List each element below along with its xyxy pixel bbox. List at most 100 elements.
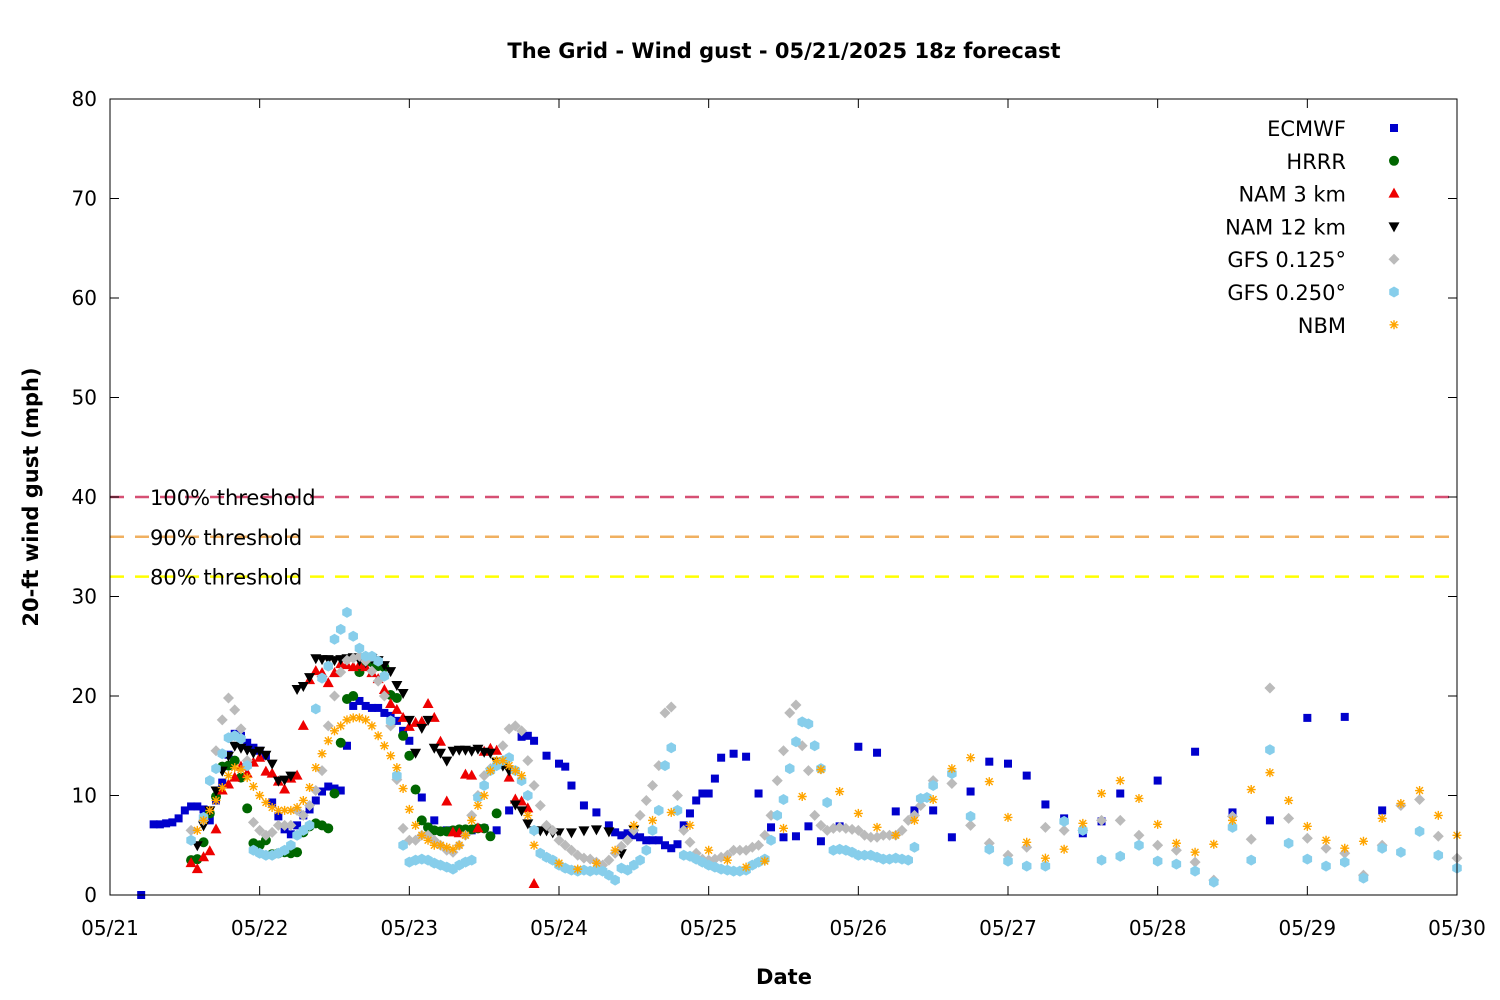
data-point-nbm xyxy=(510,766,520,776)
data-point-ecmwf xyxy=(742,752,751,761)
data-point-ecmwf xyxy=(342,741,351,750)
data-point-ecmwf xyxy=(367,703,376,712)
data-point-ecmwf xyxy=(804,822,813,831)
data-point-nam-12-km xyxy=(422,715,434,726)
data-point-ecmwf xyxy=(349,701,358,710)
data-point-nbm xyxy=(292,802,302,812)
data-point-nbm xyxy=(442,842,452,852)
data-point-nam-12-km xyxy=(279,775,291,786)
data-point-gfs-0-125 xyxy=(671,790,683,801)
data-point-nbm xyxy=(1003,812,1013,822)
data-point-nbm xyxy=(1246,785,1256,795)
data-point-gfs-0-125 xyxy=(285,819,297,831)
data-point-nam-3-km xyxy=(310,665,322,676)
data-point-nam-12-km xyxy=(403,715,415,726)
data-point-ecmwf xyxy=(162,819,171,828)
data-point-nbm xyxy=(835,787,845,797)
data-point-hrrr xyxy=(485,831,496,842)
data-point-gfs-0-125 xyxy=(329,690,340,702)
data-point-nbm xyxy=(498,756,508,766)
legend-marker-ecmwf xyxy=(1390,124,1398,132)
data-point-nbm xyxy=(872,822,882,832)
data-point-ecmwf xyxy=(673,840,682,849)
data-point-nbm xyxy=(280,805,290,815)
data-point-nbm xyxy=(230,763,240,773)
threshold-label: 90% threshold xyxy=(150,526,302,550)
data-point-nam-3-km xyxy=(322,677,334,688)
data-point-ecmwf xyxy=(243,738,252,747)
data-point-nbm xyxy=(666,807,676,817)
data-point-gfs-0-125 xyxy=(297,809,309,821)
data-point-nbm xyxy=(261,797,271,807)
data-point-nbm xyxy=(311,763,321,773)
threshold-label: 80% threshold xyxy=(150,566,302,590)
data-point-gfs-0-125 xyxy=(802,765,814,777)
data-point-nam-3-km xyxy=(291,769,303,780)
data-point-gfs-0-125 xyxy=(1283,812,1295,824)
data-point-nam-12-km xyxy=(266,759,278,770)
data-point-gfs-0-250 xyxy=(373,655,383,667)
data-point-hrrr xyxy=(229,755,240,766)
data-point-gfs-0-250 xyxy=(385,715,396,727)
y-tick-label: 50 xyxy=(72,386,97,410)
data-point-ecmwf xyxy=(667,844,676,853)
data-point-gfs-0-250 xyxy=(286,839,296,851)
data-point-nbm xyxy=(199,815,209,825)
data-point-nam-3-km xyxy=(260,765,272,776)
data-point-nam-12-km xyxy=(385,667,397,678)
data-point-gfs-0-125 xyxy=(254,824,266,836)
data-point-ecmwf xyxy=(729,749,738,758)
data-point-gfs-0-125 xyxy=(865,831,877,843)
data-point-hrrr xyxy=(398,730,409,741)
data-point-nam-3-km xyxy=(297,719,309,730)
data-point-nbm xyxy=(1321,835,1331,845)
data-point-nbm xyxy=(722,855,732,865)
data-point-nbm xyxy=(966,753,976,763)
y-tick-label: 60 xyxy=(72,286,97,310)
data-point-gfs-0-125 xyxy=(1301,832,1313,844)
data-point-gfs-0-250 xyxy=(922,791,932,803)
data-point-ecmwf xyxy=(604,821,613,830)
data-point-nam-12-km xyxy=(522,819,534,830)
data-point-gfs-0-250 xyxy=(666,742,677,754)
data-point-gfs-0-250 xyxy=(479,780,489,792)
data-point-nbm xyxy=(454,840,464,850)
data-point-nbm xyxy=(479,791,489,800)
data-point-nbm xyxy=(298,795,308,805)
data-point-gfs-0-125 xyxy=(1133,829,1145,841)
data-point-gfs-0-125 xyxy=(216,714,228,726)
data-point-ecmwf xyxy=(873,748,882,757)
data-point-ecmwf xyxy=(392,716,401,725)
data-point-ecmwf xyxy=(199,805,208,814)
data-point-nam-3-km xyxy=(191,863,203,874)
data-point-gfs-0-125 xyxy=(1058,824,1070,836)
data-point-nam-12-km xyxy=(472,744,484,755)
data-point-nam-3-km xyxy=(528,878,540,889)
data-point-nbm xyxy=(317,749,327,759)
data-point-nbm xyxy=(1040,853,1050,863)
data-point-nam-12-km xyxy=(285,771,297,782)
chart-title: The Grid - Wind gust - 05/21/2025 18z fo… xyxy=(507,39,1060,63)
data-point-gfs-0-125 xyxy=(778,745,789,757)
data-point-gfs-0-250 xyxy=(1059,815,1069,827)
data-point-gfs-0-250 xyxy=(1152,855,1163,867)
data-point-nbm xyxy=(392,763,402,773)
data-point-nam-3-km xyxy=(422,697,434,708)
y-tick-label: 80 xyxy=(72,87,97,111)
data-point-nbm xyxy=(267,802,277,812)
data-point-gfs-0-250 xyxy=(809,740,820,752)
data-point-gfs-0-250 xyxy=(466,854,477,866)
data-point-nam-3-km xyxy=(266,767,278,778)
data-point-gfs-0-250 xyxy=(1134,839,1144,851)
data-point-nam-12-km xyxy=(590,825,602,836)
data-point-gfs-0-125 xyxy=(279,819,291,831)
legend-marker-nam-12-km xyxy=(1388,222,1400,233)
data-point-gfs-0-125 xyxy=(304,799,316,811)
data-point-nbm xyxy=(367,721,377,731)
data-point-gfs-0-250 xyxy=(242,760,252,772)
data-point-gfs-0-125 xyxy=(397,822,409,834)
data-point-gfs-0-125 xyxy=(366,665,378,677)
data-point-ecmwf xyxy=(174,814,183,823)
data-point-gfs-0-250 xyxy=(529,824,539,836)
